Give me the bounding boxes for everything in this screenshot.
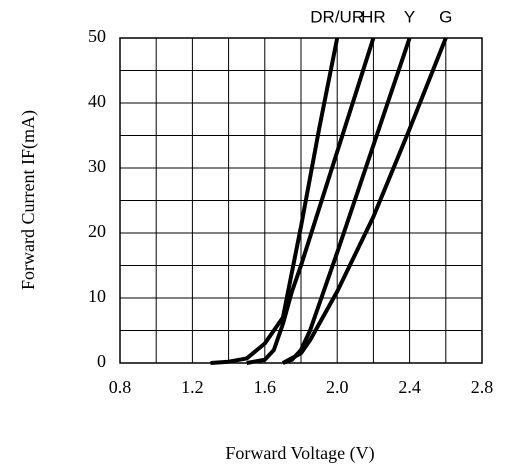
series-line [246, 37, 376, 365]
plot-frame [119, 37, 483, 364]
y-tick-label: 50 [88, 26, 106, 46]
series-label: G [439, 7, 452, 26]
y-axis-label: Forward Current IF(mA) [18, 110, 39, 290]
x-tick-label: 2.8 [471, 377, 494, 397]
x-tick-label: 0.8 [109, 377, 132, 397]
series-line [281, 37, 448, 365]
y-tick-label: 20 [88, 221, 106, 241]
series-label: Y [404, 7, 415, 26]
x-tick-label: 1.6 [254, 377, 277, 397]
x-tick-label: 2.0 [326, 377, 349, 397]
y-tick-label: 30 [88, 156, 106, 176]
x-axis-label: Forward Voltage (V) [225, 443, 374, 464]
y-tick-label: 40 [88, 91, 106, 111]
y-tick-label: 0 [97, 351, 106, 371]
series-label: DR/UR [310, 7, 364, 26]
series-line [210, 37, 340, 365]
series-label: HR [361, 7, 386, 26]
x-tick-label: 2.4 [398, 377, 421, 397]
y-tick-label: 10 [88, 286, 106, 306]
x-tick-label: 1.2 [181, 377, 204, 397]
